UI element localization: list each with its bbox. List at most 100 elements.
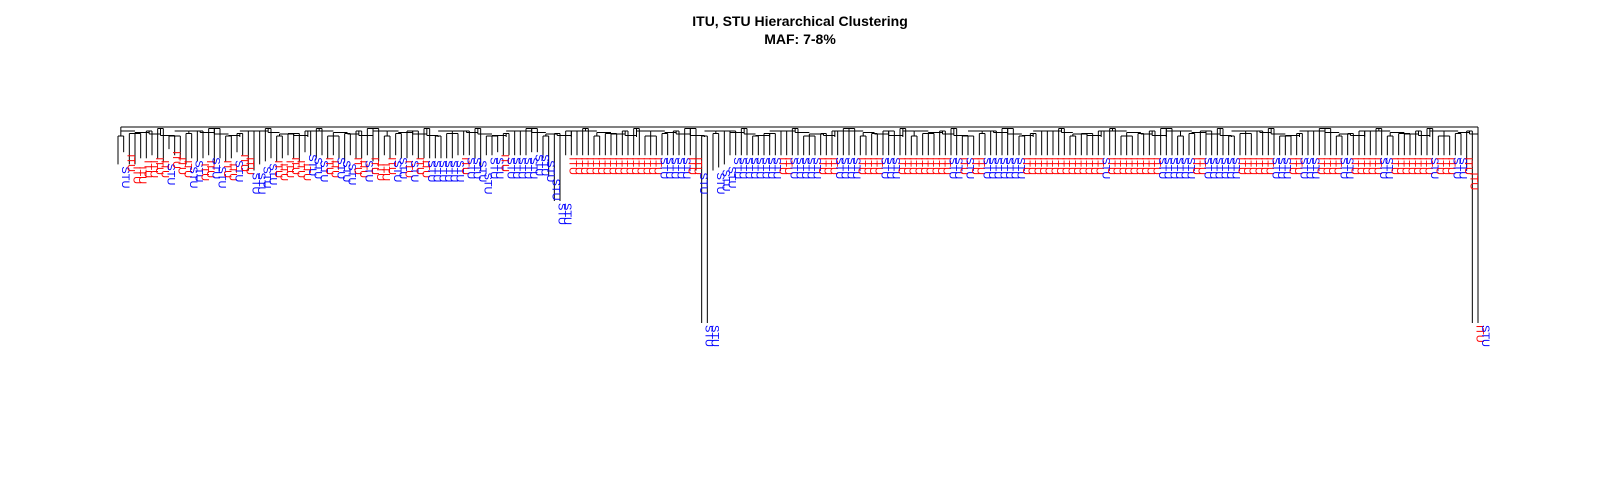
leaf-label-stu: STU [788, 157, 800, 179]
leaf-label-stu: STU [1275, 157, 1287, 179]
leaf-label-stu: STU [759, 157, 771, 179]
leaf-label-stu: STU [1167, 157, 1179, 179]
leaf-label-stu: STU [1184, 157, 1196, 179]
leaf-label-itu: ITU [1150, 157, 1162, 175]
leaf-label-itu: ITU [895, 157, 907, 175]
leaf-label-stu: STU [805, 157, 817, 179]
leaf-label-stu: STU [725, 166, 737, 188]
leaf-label-itu: ITU [1133, 157, 1145, 175]
leaf-label-stu: STU [482, 173, 494, 195]
leaf-label-stu: STU [771, 157, 783, 179]
leaf-label-itu: ITU [1145, 157, 1157, 175]
leaf-label-itu: ITU [1292, 157, 1304, 175]
leaf-label-stu: STU [334, 157, 346, 179]
leaf-label-stu: STU [119, 166, 131, 188]
leaf-label-stu: STU [674, 157, 686, 179]
leaf-label-itu: ITU [278, 163, 290, 181]
leaf-label-stu: STU [363, 160, 375, 182]
leaf-label-stu: STU [442, 160, 454, 182]
leaf-label-stu: STU [839, 157, 851, 179]
leaf-label-stu: STU [1337, 157, 1349, 179]
leaf-label-itu: ITU [1371, 157, 1383, 175]
leaf-label-stu: STU [1451, 157, 1463, 179]
leaf-label-itu: ITU [918, 157, 930, 175]
leaf-label-stu: STU [555, 203, 567, 225]
leaf-label-itu: ITU [827, 157, 839, 175]
leaf-label-itu: ITU [227, 163, 239, 181]
leaf-label-stu: STU [952, 157, 964, 179]
leaf-label-stu: STU [1377, 157, 1389, 179]
leaf-label-itu: ITU [1082, 157, 1094, 175]
leaf-label-itu: ITU [295, 160, 307, 178]
leaf-label-itu: ITU [402, 160, 414, 178]
chart-title: ITU, STU Hierarchical Clustering [692, 13, 908, 29]
leaf-label-stu: STU [890, 157, 902, 179]
leaf-label-itu: ITU [459, 157, 471, 175]
leaf-label-stu: STU [1479, 325, 1491, 347]
leaf-label-stu: STU [436, 160, 448, 182]
leaf-label-stu: STU [799, 157, 811, 179]
leaf-label-itu: ITU [873, 157, 885, 175]
leaf-label-stu: STU [992, 157, 1004, 179]
leaf-label-stu: STU [1156, 157, 1168, 179]
leaf-label-itu: ITU [901, 157, 913, 175]
leaf-label-itu: ITU [652, 157, 664, 175]
leaf-label-itu: ITU [1315, 157, 1327, 175]
leaf-label-stu: STU [340, 160, 352, 182]
leaf-label-itu: ITU [1139, 157, 1151, 175]
leaf-label-stu: STU [1224, 157, 1236, 179]
leaf-label-stu: STU [408, 160, 420, 182]
leaf-label-stu: STU [680, 157, 692, 179]
leaf-label-stu: STU [544, 160, 556, 182]
leaf-label-itu: ITU [1071, 157, 1083, 175]
leaf-label-itu: ITU [912, 157, 924, 175]
leaf-label-itu: ITU [975, 157, 987, 175]
leaf-label-stu: STU [1303, 157, 1315, 179]
leaf-label-stu: STU [754, 157, 766, 179]
leaf-label-itu: ITU [1473, 325, 1485, 343]
leaf-label-stu: STU [465, 157, 477, 179]
leaf-label-itu: ITU [289, 157, 301, 175]
leaf-label-itu: ITU [1026, 157, 1038, 175]
leaf-label-stu: STU [748, 157, 760, 179]
leaf-label-itu: ITU [170, 151, 182, 169]
leaf-label-stu: STU [1456, 157, 1468, 179]
leaf-label-itu: ITU [272, 160, 284, 178]
leaf-label-itu: ITU [589, 157, 601, 175]
leaf-label-itu: ITU [1037, 157, 1049, 175]
leaf-label-stu: STU [742, 157, 754, 179]
leaf-label-stu: STU [533, 154, 545, 176]
leaf-label-itu: ITU [1116, 157, 1128, 175]
leaf-label-itu: ITU [1394, 157, 1406, 175]
leaf-label-itu: ITU [691, 157, 703, 175]
leaf-label-stu: STU [844, 157, 856, 179]
leaf-label-stu: STU [521, 157, 533, 179]
leaf-label-stu: STU [1383, 157, 1395, 179]
leaf-label-itu: ITU [204, 160, 216, 178]
leaf-label-stu: STU [1003, 157, 1015, 179]
leaf-label-stu: STU [997, 157, 1009, 179]
leaf-label-stu: STU [317, 160, 329, 182]
leaf-label-itu: ITU [867, 157, 879, 175]
leaf-label-itu: ITU [861, 157, 873, 175]
leaf-label-stu: STU [1099, 157, 1111, 179]
leaf-label-stu: STU [986, 157, 998, 179]
leaf-label-stu: STU [731, 157, 743, 179]
leaf-label-stu: STU [1230, 157, 1242, 179]
leaf-label-itu: ITU [181, 160, 193, 178]
leaf-label-stu: STU [1281, 157, 1293, 179]
leaf-label-stu: STU [1207, 157, 1219, 179]
leaf-label-stu: STU [669, 157, 681, 179]
leaf-label-itu: ITU [176, 157, 188, 175]
leaf-label-stu: STU [448, 160, 460, 182]
leaf-label-itu: ITU [822, 157, 834, 175]
leaf-label-itu: ITU [567, 157, 579, 175]
leaf-label-stu: STU [714, 173, 726, 195]
leaf-label-itu: ITU [601, 157, 613, 175]
leaf-label-stu: STU [391, 160, 403, 182]
leaf-label-itu: ITU [782, 157, 794, 175]
branch-group [117, 126, 1479, 323]
leaf-label-itu: ITU [125, 154, 137, 172]
